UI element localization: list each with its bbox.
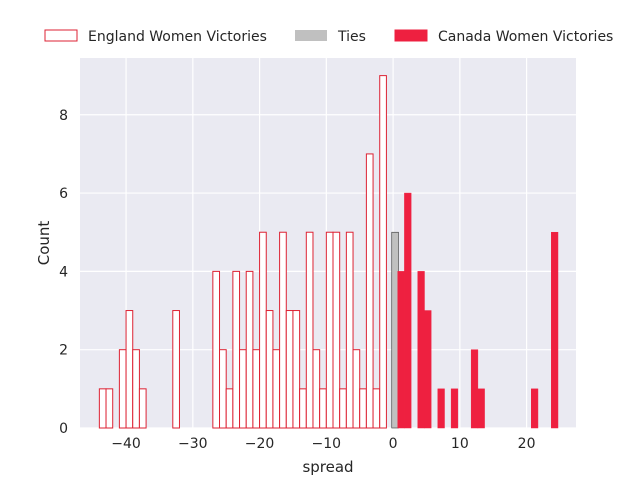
bar-series-0 bbox=[325, 231, 334, 429]
bar-series-0 bbox=[245, 270, 254, 429]
x-tick-label: 20 bbox=[518, 436, 536, 452]
bar-series-0 bbox=[172, 310, 180, 429]
x-axis-label: spread bbox=[302, 458, 353, 476]
bar-series-2 bbox=[477, 388, 485, 429]
bar-series-0 bbox=[285, 310, 294, 429]
bar-series-0 bbox=[292, 310, 301, 429]
bars bbox=[98, 75, 559, 429]
y-tick-label: 6 bbox=[59, 186, 68, 202]
bar-series-2 bbox=[450, 388, 459, 429]
bar-series-0 bbox=[305, 231, 314, 429]
bar-series-0 bbox=[279, 231, 287, 429]
bar-series-0 bbox=[345, 231, 354, 429]
bar-series-0 bbox=[118, 349, 127, 429]
bar-series-0 bbox=[259, 231, 267, 429]
bar-series-2 bbox=[531, 388, 539, 429]
bar-series-2 bbox=[397, 271, 405, 429]
bar-series-0 bbox=[125, 310, 134, 429]
bar-series-0 bbox=[372, 388, 381, 429]
bar-series-0 bbox=[239, 349, 247, 429]
bar-series-2 bbox=[417, 271, 425, 429]
x-axis-ticks: −40 −30 −20 −10 0 10 20 bbox=[111, 436, 535, 452]
bar-series-0 bbox=[339, 388, 347, 429]
bar-series-0 bbox=[272, 349, 281, 429]
x-tick-label: −10 bbox=[312, 436, 342, 452]
bar-series-0 bbox=[312, 349, 321, 429]
bar-series-0 bbox=[299, 388, 307, 429]
bar-series-2 bbox=[424, 310, 432, 429]
bar-series-0 bbox=[132, 349, 140, 429]
bar-series-0 bbox=[365, 153, 374, 429]
bar-series-0 bbox=[252, 349, 261, 429]
bar-series-0 bbox=[332, 231, 341, 429]
legend-label: Ties bbox=[337, 29, 366, 45]
legend: England Women Victories Ties Canada Women … bbox=[44, 29, 613, 45]
bar-series-2 bbox=[437, 388, 445, 429]
y-axis-label: Count bbox=[35, 221, 53, 266]
bar-series-0 bbox=[359, 388, 367, 429]
bar-series-0 bbox=[225, 388, 234, 429]
bar-series-2 bbox=[470, 349, 479, 429]
x-tick-label: −30 bbox=[178, 436, 208, 452]
bar-series-0 bbox=[219, 349, 227, 429]
bar-series-0 bbox=[352, 349, 361, 429]
bar-series-0 bbox=[265, 310, 274, 429]
bar-series-0 bbox=[138, 388, 147, 429]
bar-series-0 bbox=[105, 388, 114, 429]
bar-series-0 bbox=[379, 75, 387, 429]
x-tick-label: 10 bbox=[451, 436, 469, 452]
legend-label: Canada Women Victories bbox=[438, 29, 613, 45]
legend-swatch bbox=[394, 29, 428, 42]
legend-swatch bbox=[44, 29, 78, 42]
legend-label: England Women Victories bbox=[88, 29, 267, 45]
y-tick-label: 0 bbox=[59, 421, 68, 437]
bar-series-0 bbox=[98, 388, 107, 429]
y-tick-label: 8 bbox=[59, 108, 68, 124]
y-tick-label: 2 bbox=[59, 343, 68, 359]
y-axis-ticks: 0 2 4 6 8 bbox=[59, 108, 68, 437]
bar-series-1 bbox=[391, 231, 399, 429]
bar-series-2 bbox=[551, 231, 559, 429]
legend-swatch bbox=[295, 30, 327, 41]
x-tick-label: 0 bbox=[389, 436, 398, 452]
x-tick-label: −20 bbox=[245, 436, 275, 452]
x-tick-label: −40 bbox=[111, 436, 141, 452]
bar-series-0 bbox=[232, 270, 241, 429]
bar-series-2 bbox=[404, 192, 412, 429]
bar-series-0 bbox=[212, 270, 221, 429]
bar-series-0 bbox=[319, 388, 327, 429]
y-tick-label: 4 bbox=[59, 264, 68, 280]
